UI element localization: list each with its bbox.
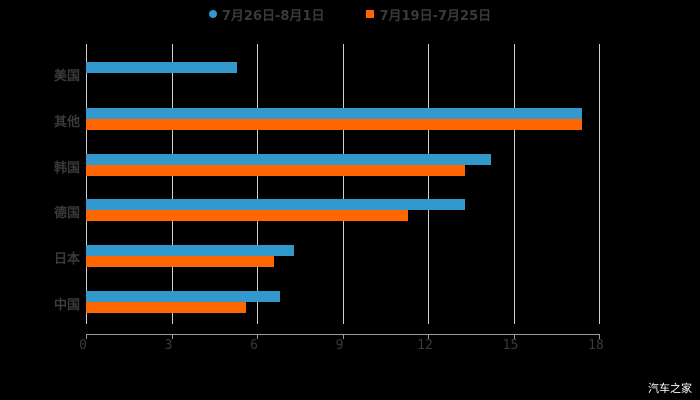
bar-series1[interactable] [86, 199, 466, 210]
gridline [428, 44, 429, 324]
gridline [342, 44, 344, 324]
category-label: 德国 [53, 206, 80, 221]
bar-series2[interactable] [86, 210, 409, 221]
legend-item-series2[interactable]: 7月19日-7月25日 [366, 4, 491, 24]
bar-series1[interactable] [86, 154, 491, 165]
gridline [257, 44, 258, 324]
legend-item-series1[interactable]: 7月26日-8月1日 [208, 4, 325, 24]
x-tick-label: 3 [164, 338, 173, 353]
legend-dot-icon [208, 10, 217, 18]
legend-label-series1: 7月26日-8月1日 [221, 8, 325, 24]
bar-series1[interactable] [86, 62, 238, 73]
category-label: 中国 [53, 298, 80, 313]
gridline [171, 44, 173, 324]
category-label: 美国 [53, 69, 80, 84]
bar-series2[interactable] [86, 302, 246, 313]
gridline [513, 44, 515, 324]
x-tick [342, 334, 344, 339]
x-tick [513, 334, 515, 339]
legend-label-series2: 7月19日-7月25日 [379, 8, 492, 24]
gridline [599, 44, 600, 324]
watermark: 汽车之家 [648, 382, 692, 395]
x-tick [428, 334, 429, 339]
bar-series1[interactable] [86, 108, 582, 119]
legend-square-icon [366, 10, 375, 18]
x-tick-label: 18 [588, 338, 604, 353]
bar-series1[interactable] [86, 291, 280, 302]
bar-series2[interactable] [86, 165, 466, 176]
x-tick-label: 15 [502, 338, 519, 353]
bar-series2[interactable] [86, 119, 582, 130]
plot-area [86, 44, 600, 324]
x-tick [599, 334, 600, 339]
x-tick-label: 6 [250, 338, 258, 353]
x-tick-label: 9 [335, 338, 344, 353]
x-tick [257, 334, 258, 339]
gridline [86, 44, 87, 324]
bar-series1[interactable] [86, 245, 295, 256]
legend: 7月26日-8月1日 7月19日-7月25日 [0, 4, 700, 24]
x-tick-label: 12 [417, 338, 433, 353]
category-label: 其他 [53, 115, 80, 130]
x-tick [171, 334, 173, 339]
bar-series2[interactable] [86, 256, 275, 267]
category-label: 韩国 [53, 161, 80, 176]
x-tick-label: 0 [79, 338, 87, 353]
x-tick [86, 334, 87, 339]
category-label: 日本 [53, 252, 80, 267]
